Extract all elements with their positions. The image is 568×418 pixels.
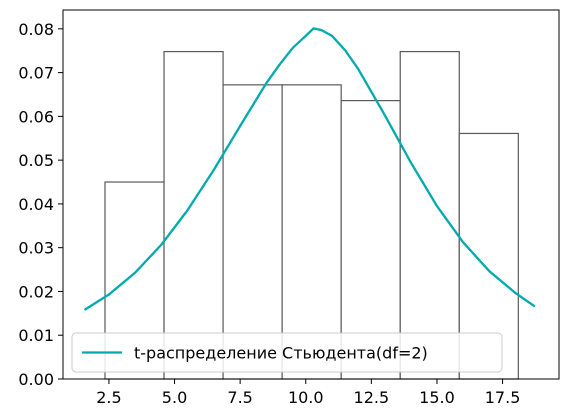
y-tick-label: 0.07 xyxy=(18,64,54,83)
histogram-bar xyxy=(281,84,342,380)
x-tick-label: 10.0 xyxy=(288,388,324,407)
series-lines xyxy=(84,27,536,311)
y-tick-label: 0.05 xyxy=(18,151,54,170)
x-tick-label: 15.0 xyxy=(419,388,455,407)
legend-box xyxy=(71,332,503,373)
y-tick-label: 0.06 xyxy=(18,107,54,126)
histogram-bar xyxy=(163,50,224,380)
histogram-bars xyxy=(104,50,519,380)
x-tick-label: 17.5 xyxy=(485,388,521,407)
y-tick-label: 0.03 xyxy=(18,239,54,258)
y-tick-label: 0.08 xyxy=(18,20,54,39)
legend: t-распределение Стьюдента(df=2) xyxy=(71,332,503,373)
legend-label: t-распределение Стьюдента(df=2) xyxy=(134,344,428,363)
histogram-bar xyxy=(399,50,460,380)
x-tick-label: 2.5 xyxy=(96,388,121,407)
y-axis: 0.00 0.01 0.02 0.03 0.04 0.05 0.06 0.07 0.08 xyxy=(18,20,63,389)
x-tick-label: 5.0 xyxy=(162,388,187,407)
y-tick-label: 0.02 xyxy=(18,282,54,301)
series-line xyxy=(84,27,536,311)
y-tick-label: 0.01 xyxy=(18,326,54,345)
plot-frame xyxy=(62,9,560,380)
x-tick-label: 7.5 xyxy=(227,388,252,407)
x-tick-label: 12.5 xyxy=(354,388,390,407)
y-tick-label: 0.00 xyxy=(18,370,54,389)
x-axis: 2.5 5.0 7.5 10.0 12.5 15.0 17.5 xyxy=(96,379,520,407)
histogram-bar xyxy=(222,84,283,380)
y-tick-label: 0.04 xyxy=(18,195,54,214)
